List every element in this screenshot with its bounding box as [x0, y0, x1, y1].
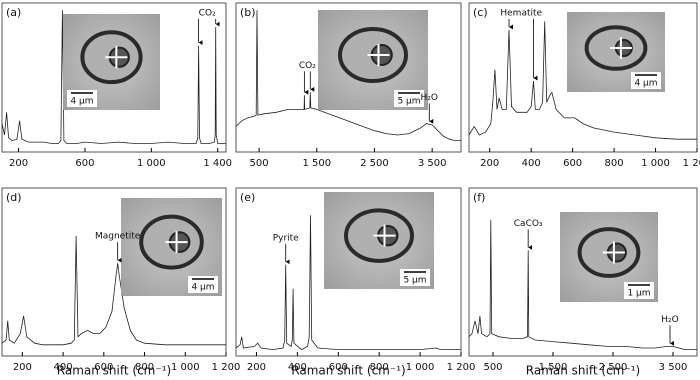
x-tick-label: 500	[483, 362, 502, 373]
spectrum	[1, 10, 226, 144]
x-tick-label: 1 000	[171, 362, 200, 373]
annotation: CO₂	[199, 9, 216, 19]
x-tick-label: 200	[247, 362, 266, 373]
x-tick-label: 600	[329, 362, 348, 373]
spectrum	[468, 219, 697, 350]
x-tick-label: 500	[250, 158, 269, 169]
x-tick-label: 800	[605, 158, 624, 169]
plot-frame	[1, 2, 227, 153]
x-tick-label: 400	[54, 362, 73, 373]
spectrum	[1, 235, 226, 346]
scale-box	[400, 269, 430, 286]
spectrum	[235, 215, 461, 351]
scale-label: 5 μm	[403, 276, 426, 286]
annotation: Magnetite	[95, 232, 141, 242]
plot-frame	[468, 187, 698, 357]
x-tick-label: 200	[13, 362, 32, 373]
x-tick-label: 2 500	[360, 158, 389, 169]
annotation: Hematite	[500, 9, 542, 19]
x-tick-label: 2 500	[599, 362, 628, 373]
x-axis-label: Raman shift (cm⁻¹)	[291, 364, 405, 378]
laser-cross	[609, 37, 632, 59]
x-tick-label: 1 500	[302, 158, 331, 169]
scale-label: 4 μm	[70, 97, 93, 107]
x-axis-label: Raman shift (cm⁻¹)	[526, 364, 640, 378]
x-tick-label: 1 000	[406, 362, 435, 373]
annotation: H₂O	[421, 93, 438, 103]
spectrum	[468, 21, 697, 140]
x-axis-label: Raman shift (cm⁻¹)	[57, 364, 171, 378]
scale-label: 5 μm	[397, 97, 420, 107]
plot-frame	[235, 187, 462, 357]
spectrum	[235, 10, 461, 141]
laser-cross	[165, 231, 188, 254]
inset-photo: 4 μm	[63, 14, 160, 110]
x-tick-label: 600	[75, 158, 94, 169]
plot-frame	[468, 2, 698, 153]
annotation: CaCO₃	[514, 219, 543, 229]
panel-label: (c)	[473, 6, 488, 19]
panel-label: (f)	[473, 191, 485, 204]
x-tick-label: 800	[135, 362, 154, 373]
scale-box	[631, 72, 661, 89]
x-tick-label: 1 200	[447, 362, 476, 373]
inset-photo: 1 μm	[560, 212, 658, 302]
laser-cross	[367, 44, 390, 66]
panel-label: (b)	[240, 6, 256, 19]
x-tick-label: 1 200	[683, 158, 700, 169]
inset-photo: 4 μm	[121, 198, 222, 296]
panel-label: (d)	[6, 191, 22, 204]
scale-box	[624, 282, 654, 299]
x-tick-label: 600	[563, 158, 582, 169]
x-tick-label: 400	[288, 362, 307, 373]
x-tick-label: 1 000	[137, 158, 166, 169]
scale-label: 4 μm	[191, 283, 214, 293]
plot-frame	[235, 2, 462, 153]
laser-cross	[602, 241, 625, 264]
x-tick-label: 200	[480, 158, 499, 169]
panel-label: (e)	[240, 191, 255, 204]
x-tick-label: 1 200	[212, 362, 241, 373]
inset-photo: 4 μm	[567, 12, 665, 92]
x-tick-label: 1 500	[539, 362, 568, 373]
x-tick-label: 600	[94, 362, 113, 373]
x-tick-label: 1 400	[203, 158, 232, 169]
x-tick-label: 200	[9, 158, 28, 169]
annotation: Pyrite	[273, 233, 299, 243]
inset-photo: 5 μm	[318, 10, 428, 110]
scale-box	[188, 276, 218, 293]
scale-label: 4 μm	[634, 79, 657, 89]
laser-cross	[105, 46, 128, 69]
scale-label: 1 μm	[627, 289, 650, 299]
x-tick-label: 3 500	[659, 362, 688, 373]
x-tick-label: 1 000	[641, 158, 670, 169]
x-tick-label: 3 500	[418, 158, 447, 169]
annotation: H₂O	[661, 315, 678, 325]
x-tick-label: 800	[370, 362, 389, 373]
laser-cross	[373, 224, 396, 247]
inset-photo: 5 μm	[324, 192, 434, 289]
panel-label: (a)	[6, 6, 21, 19]
x-tick-label: 400	[522, 158, 541, 169]
plot-frame	[1, 187, 227, 357]
scale-box	[67, 90, 97, 107]
annotation: CO₂	[299, 61, 316, 71]
scale-box	[394, 90, 424, 107]
